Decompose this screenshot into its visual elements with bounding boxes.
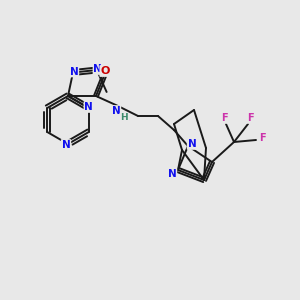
Text: N: N (84, 102, 93, 112)
Text: N: N (61, 140, 70, 150)
Text: F: F (247, 113, 253, 123)
Text: N: N (168, 169, 176, 179)
Text: H: H (120, 113, 128, 122)
Text: F: F (221, 113, 227, 123)
Text: F: F (259, 133, 265, 143)
Text: N: N (70, 67, 78, 76)
Text: N: N (188, 139, 196, 149)
Text: N: N (112, 106, 120, 116)
Text: N: N (94, 64, 102, 74)
Text: O: O (100, 66, 110, 76)
